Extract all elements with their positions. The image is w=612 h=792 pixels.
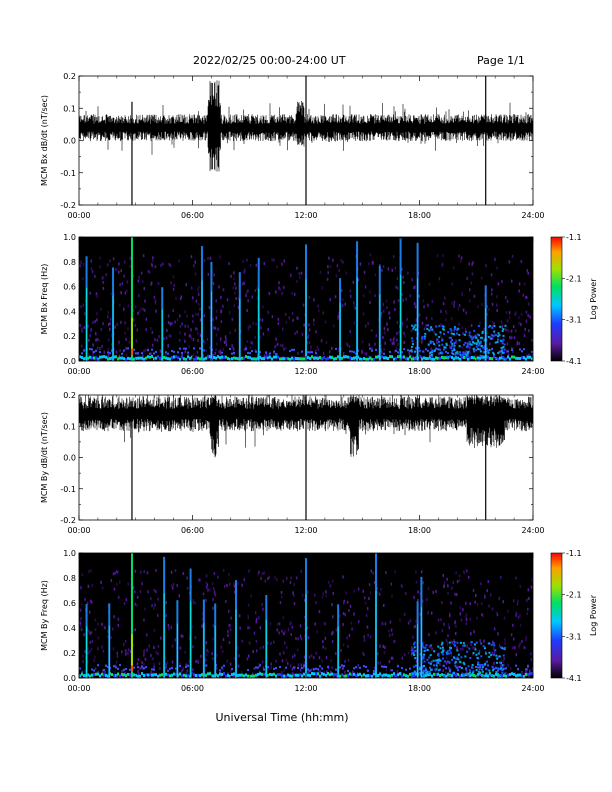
colorbar-tick-label: -2.1 bbox=[566, 274, 582, 283]
y-tick-label: -0.1 bbox=[60, 485, 76, 494]
y-tick-label: 0.0 bbox=[63, 454, 76, 463]
colorbar bbox=[550, 552, 563, 679]
y-tick-label: 0.0 bbox=[63, 357, 76, 366]
spectrogram-cells bbox=[79, 553, 533, 678]
y-tick-label: 1.0 bbox=[63, 233, 76, 242]
colorbar-tick-label: -3.1 bbox=[566, 316, 582, 325]
x-tick-label: 24:00 bbox=[521, 526, 544, 535]
y-axis-label: MCM Bx Freq (Hz) bbox=[40, 264, 49, 335]
y-tick-label: -0.2 bbox=[60, 516, 76, 525]
x-tick-label: 06:00 bbox=[181, 526, 204, 535]
y-tick-label: 0.2 bbox=[63, 649, 76, 658]
x-tick-label: 12:00 bbox=[294, 211, 317, 220]
y-axis-label: MCM Bx dB/dt (nT/sec) bbox=[40, 95, 49, 186]
x-tick-label: 00:00 bbox=[67, 211, 90, 220]
y-tick-label: 0.8 bbox=[63, 258, 76, 267]
y-tick-label: 0.6 bbox=[63, 283, 76, 292]
y-tick-label: 0.4 bbox=[63, 307, 76, 316]
x-tick-label: 06:00 bbox=[181, 684, 204, 693]
x-axis-label: Universal Time (hh:mm) bbox=[216, 711, 349, 724]
x-tick-label: 18:00 bbox=[408, 211, 431, 220]
x-tick-label: 00:00 bbox=[67, 684, 90, 693]
colorbar-tick-label: -2.1 bbox=[566, 591, 582, 600]
y-tick-label: 0.2 bbox=[63, 72, 76, 81]
colorbar-label: Log Power bbox=[589, 594, 598, 636]
timeseries-trace bbox=[79, 395, 533, 520]
x-tick-label: 18:00 bbox=[408, 526, 431, 535]
y-tick-label: 0.4 bbox=[63, 624, 76, 633]
x-tick-label: 24:00 bbox=[521, 367, 544, 376]
colorbar-tick-label: -1.1 bbox=[566, 233, 582, 242]
y-tick-label: 0.1 bbox=[63, 104, 76, 113]
strongest-band bbox=[130, 237, 133, 361]
x-tick-label: 00:00 bbox=[67, 367, 90, 376]
strongest-band bbox=[130, 553, 133, 678]
x-tick-label: 06:00 bbox=[181, 367, 204, 376]
chart-title: 2022/02/25 00:00-24:00 UT bbox=[193, 54, 346, 67]
panel-1: -0.2 -0.1 0.0 0.1 0.2 00:00 06:00 12:00 18:00 24:… bbox=[40, 72, 545, 220]
x-tick-label: 12:00 bbox=[294, 367, 317, 376]
colorbar bbox=[550, 236, 563, 362]
y-tick-label: -0.2 bbox=[60, 201, 76, 210]
y-tick-label: 0.6 bbox=[63, 599, 76, 608]
spectrogram-cells bbox=[79, 237, 533, 361]
y-tick-label: 0.8 bbox=[63, 574, 76, 583]
colorbar-tick-label: -4.1 bbox=[566, 357, 582, 366]
panel-4: -1.1 -2.1 -3.1 -4.1 Log Power 0.0 0.2 0.4 0.6 0.8… bbox=[40, 549, 598, 693]
y-axis-label: MCM By Freq (Hz) bbox=[40, 580, 49, 651]
x-tick-label: 24:00 bbox=[521, 684, 544, 693]
page-indicator: Page 1/1 bbox=[477, 54, 525, 67]
x-tick-label: 06:00 bbox=[181, 211, 204, 220]
y-tick-label: 0.0 bbox=[63, 137, 76, 146]
x-tick-label: 18:00 bbox=[408, 684, 431, 693]
y-tick-label: 0.2 bbox=[63, 391, 76, 400]
y-tick-label: 1.0 bbox=[63, 549, 76, 558]
colorbar-tick-label: -1.1 bbox=[566, 549, 582, 558]
panel-2: -1.1 -2.1 -3.1 -4.1 Log Power 0.0 0.2 0.4 0.6 0.8… bbox=[40, 233, 598, 376]
y-tick-label: 0.1 bbox=[63, 422, 76, 431]
timeseries-trace bbox=[79, 76, 533, 205]
y-tick-label: 0.0 bbox=[63, 674, 76, 683]
panel-3: -0.2 -0.1 0.0 0.1 0.2 00:00 06:00 12:00 18:00 24:… bbox=[40, 391, 545, 535]
x-tick-label: 12:00 bbox=[294, 526, 317, 535]
y-axis-label: MCM By dB/dt (nT/sec) bbox=[40, 412, 49, 503]
x-tick-label: 24:00 bbox=[521, 211, 544, 220]
x-tick-label: 00:00 bbox=[67, 526, 90, 535]
y-tick-label: 0.2 bbox=[63, 332, 76, 341]
y-tick-label: -0.1 bbox=[60, 169, 76, 178]
x-tick-label: 18:00 bbox=[408, 367, 431, 376]
x-tick-label: 12:00 bbox=[294, 684, 317, 693]
colorbar-tick-label: -4.1 bbox=[566, 674, 582, 683]
colorbar-tick-label: -3.1 bbox=[566, 632, 582, 641]
colorbar-label: Log Power bbox=[589, 278, 598, 320]
